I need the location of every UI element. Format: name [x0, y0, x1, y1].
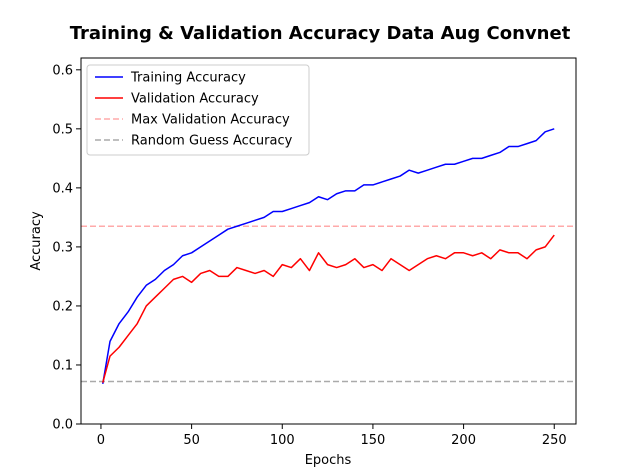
x-tick-label: 50 — [183, 433, 200, 448]
plot-frame — [80, 57, 577, 425]
y-tick-label: 0.5 — [52, 122, 73, 137]
x-tick-label: 100 — [270, 433, 295, 448]
y-axis-label: Accuracy — [29, 211, 44, 271]
legend-label-4: Random Guess Accuracy — [131, 134, 293, 149]
y-tick-label: 0.4 — [52, 181, 73, 196]
legend-box — [86, 64, 310, 156]
legend: Training Accuracy Validation Accuracy Max … — [86, 64, 310, 156]
x-tick-label: 0 — [97, 433, 105, 448]
series-line-2 — [102, 234, 555, 383]
x-axis-label: Epochs — [305, 453, 352, 468]
legend-label-2: Validation Accuracy — [131, 92, 259, 107]
x-tick-label: 150 — [361, 433, 386, 448]
legend-label-1: Training Accuracy — [130, 71, 246, 86]
plot-area: 0 50 100 150 200 250 0.0 0.1 0.2 0.3 0.4 0.5 0.6 — [52, 57, 577, 448]
y-tick-label: 0.3 — [52, 240, 73, 255]
y-tick-label: 0.2 — [52, 299, 73, 314]
y-tick-label: 0.0 — [52, 418, 73, 433]
chart-title: Training & Validation Accuracy Data Aug … — [70, 23, 571, 44]
y-tick-label: 0.1 — [52, 358, 73, 373]
y-tick-label: 0.6 — [52, 63, 73, 78]
x-tick-label: 200 — [451, 433, 476, 448]
x-tick-label: 250 — [542, 433, 567, 448]
series-line-1 — [102, 128, 555, 384]
legend-label-3: Max Validation Accuracy — [131, 113, 290, 128]
